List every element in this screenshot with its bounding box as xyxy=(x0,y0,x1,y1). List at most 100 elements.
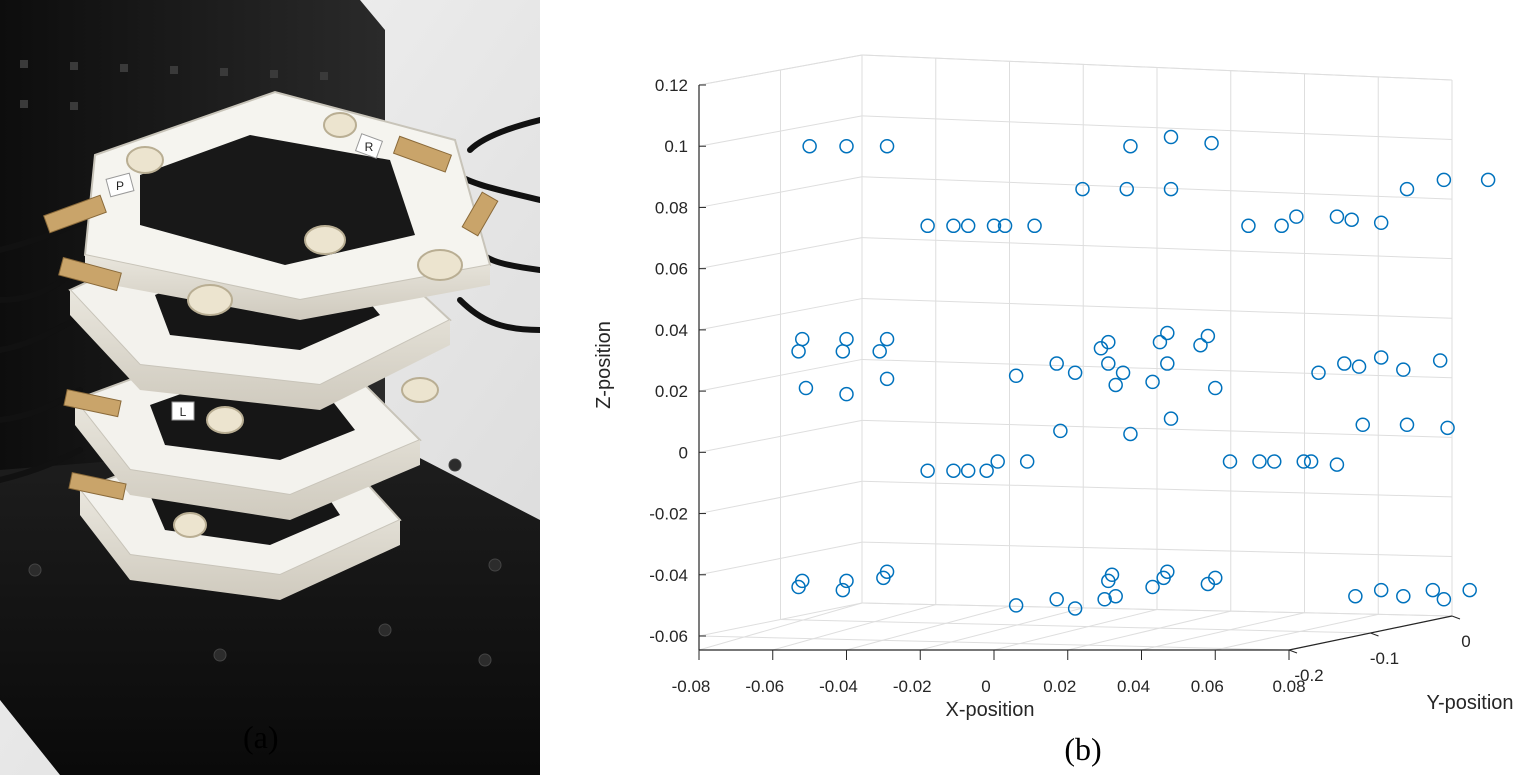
z-tick-label: 0.02 xyxy=(655,382,688,401)
scatter-point xyxy=(1480,172,1496,188)
scatter-point xyxy=(986,218,1002,234)
y-tick-mark xyxy=(1288,649,1298,654)
scatter-point xyxy=(1241,218,1256,234)
scatter-point xyxy=(839,573,854,589)
grid-lines xyxy=(698,54,1453,651)
scatter-point xyxy=(1049,592,1064,607)
scatter-point xyxy=(1160,356,1175,371)
scatter-point xyxy=(1152,334,1168,350)
scatter-point xyxy=(1108,377,1123,393)
scatter-point xyxy=(1019,454,1035,469)
z-tick-label: 0 xyxy=(679,443,688,462)
scatter-point xyxy=(1289,209,1304,224)
z-tick-label: -0.06 xyxy=(649,627,688,646)
scatter-point xyxy=(1204,135,1219,151)
scatter-point xyxy=(791,344,806,359)
rack-connectors xyxy=(20,60,328,110)
y-axis-title: Y-position xyxy=(1426,692,1513,714)
sticker-p-text: P xyxy=(116,179,124,193)
scatter-point xyxy=(1440,420,1455,436)
scatter-point xyxy=(960,218,976,234)
x-tick-label: -0.06 xyxy=(745,677,784,696)
scatter-point xyxy=(1160,564,1175,579)
x-tick-label: 0.04 xyxy=(1117,677,1150,696)
z-tick-label: -0.04 xyxy=(649,566,688,585)
scatter-point xyxy=(1355,417,1370,433)
hex-ring-1 xyxy=(83,90,492,320)
scatter-point xyxy=(920,463,935,478)
scatter-point xyxy=(795,573,810,589)
scatter-point xyxy=(1267,454,1282,469)
scatter-point xyxy=(835,344,851,359)
x-axis-ticks: -0.08 -0.06 -0.04 -0.02 0 0.02 0.04 0.06 0.08 xyxy=(672,650,1306,696)
scatter-point xyxy=(1163,129,1179,145)
x-tick-label: -0.04 xyxy=(819,677,858,696)
sensor-array-photo: P R L (a) xyxy=(0,0,540,775)
y-tick-label: -0.1 xyxy=(1370,649,1399,668)
scatter-point xyxy=(1123,138,1138,154)
scatter-point xyxy=(1163,411,1179,426)
scatter-point xyxy=(1008,598,1024,613)
x-axis-title: X-position xyxy=(946,699,1035,721)
scatter-point xyxy=(839,138,854,154)
scatter-point xyxy=(1348,588,1363,604)
y-tick-label: 0 xyxy=(1461,632,1470,651)
scatter-point xyxy=(1008,368,1024,384)
scatter-point xyxy=(835,582,851,598)
scatter-point xyxy=(1436,592,1452,607)
scatter-point xyxy=(997,218,1013,234)
scatter-point xyxy=(1462,582,1477,598)
scatter-point xyxy=(1123,426,1138,442)
z-tick-label: 0.04 xyxy=(655,321,688,340)
scatter-point xyxy=(1200,328,1216,344)
scatter-point xyxy=(1067,365,1083,380)
scatter-point xyxy=(1311,365,1326,380)
scatter-point xyxy=(1163,181,1179,197)
scatter-point xyxy=(1337,356,1352,371)
scatter-point xyxy=(1108,588,1123,604)
scatter-point xyxy=(872,344,887,359)
scatter-point xyxy=(1252,454,1267,469)
scatter-point xyxy=(1049,356,1064,371)
scatter-point xyxy=(990,454,1005,469)
sticker-l-text: L xyxy=(180,405,187,419)
sensor-boards xyxy=(43,135,499,501)
plot-panel: -0.06 -0.04 -0.02 0 0.02 0.04 0.06 0.08 0.1 0.12 … xyxy=(540,0,1538,775)
scatter-point xyxy=(1067,601,1083,616)
scatter-point xyxy=(1097,592,1112,607)
scatter-point xyxy=(1145,579,1160,595)
scatter-point xyxy=(1396,362,1411,377)
z-tick-label: 0.08 xyxy=(655,198,688,217)
sticker-l: L xyxy=(171,401,195,421)
sticker-r: R xyxy=(354,133,384,159)
scatter-point xyxy=(1425,582,1441,598)
scatter-point xyxy=(1373,215,1389,230)
y-axis-ticks: -0.2 -0.1 0 xyxy=(1288,615,1471,685)
scatter-point xyxy=(1027,218,1042,234)
scatter-point xyxy=(1101,356,1116,371)
y-tick-mark xyxy=(1370,632,1379,637)
scatter-point xyxy=(839,386,854,402)
scatter-point xyxy=(1373,582,1389,598)
scatter-point xyxy=(946,463,961,478)
scatter-point xyxy=(920,218,935,234)
panel-label-b: (b) xyxy=(1064,731,1101,767)
scatter-point xyxy=(1208,570,1223,586)
scatter-point xyxy=(1373,350,1389,365)
scatter-point xyxy=(839,331,854,347)
scatter-point xyxy=(879,371,895,387)
x-tick-label: -0.08 xyxy=(672,677,711,696)
scatter-point xyxy=(879,331,895,347)
scatter-point xyxy=(1115,365,1131,380)
panel-label-a: (a) xyxy=(243,719,279,755)
scatter-point xyxy=(1053,423,1068,439)
photo-panel: P R L (a) xyxy=(0,0,540,775)
scatter-point xyxy=(1145,374,1160,390)
scatter-point xyxy=(946,218,961,234)
coil-sensors xyxy=(126,112,463,538)
scatter-point xyxy=(879,564,895,579)
scatter-point xyxy=(1075,181,1090,197)
scatter-point xyxy=(1344,212,1359,227)
scatter-point xyxy=(979,463,994,478)
y-tick-label: -0.2 xyxy=(1294,666,1323,685)
